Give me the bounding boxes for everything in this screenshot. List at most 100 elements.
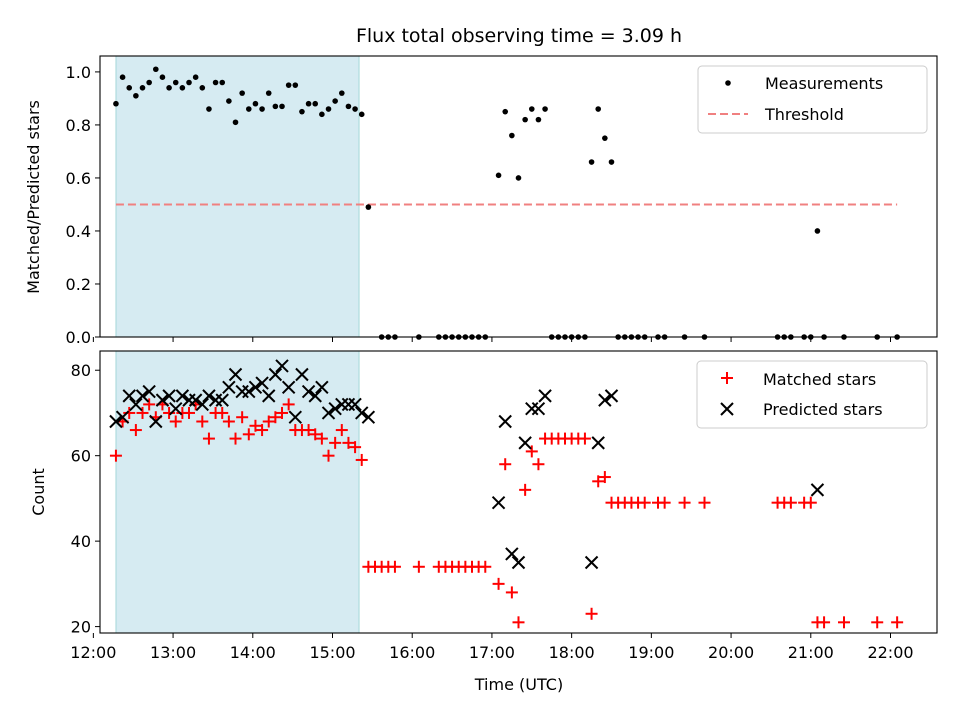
predicted-stars-point <box>162 389 176 403</box>
measurement-point <box>199 85 206 91</box>
predicted-stars-point <box>155 393 170 407</box>
matched-stars-point <box>249 419 262 432</box>
x-tick-label: 19:00 <box>628 643 674 662</box>
matched-stars-point <box>282 398 295 411</box>
matched-stars-point <box>129 424 142 437</box>
measurement-point <box>279 103 285 110</box>
x-tick-label: 18:00 <box>549 643 595 662</box>
measurement-point <box>608 159 615 165</box>
predicted-stars-point <box>188 393 203 407</box>
predicted-stars-point <box>195 397 210 412</box>
matched-stars-point <box>222 415 235 428</box>
predicted-stars-point <box>115 410 130 424</box>
predicted-stars-point <box>355 406 369 420</box>
bot-y-tick-label: 60 <box>71 447 91 466</box>
predicted-stars-point <box>268 367 283 382</box>
matched-stars-point <box>585 607 598 620</box>
matched-stars-point <box>216 406 229 419</box>
measurement-point <box>246 106 252 112</box>
matched-stars-point <box>242 428 255 441</box>
measurement-point <box>212 79 219 86</box>
predicted-stars-point <box>122 389 136 403</box>
matched-stars-point <box>123 406 136 419</box>
measurement-point <box>186 79 192 86</box>
legend-marker-matched-stars <box>721 372 733 384</box>
matched-stars-point <box>136 406 149 419</box>
matched-stars-point <box>329 436 342 449</box>
bot-y-tick-label: 80 <box>71 361 91 380</box>
matched-stars-point <box>678 496 691 509</box>
predicted-stars-point <box>281 380 296 395</box>
bot-y-tick-label: 20 <box>71 618 91 637</box>
legend-marker-predicted-stars <box>720 402 734 416</box>
x-tick-label: 14:00 <box>230 643 276 662</box>
measurement-point <box>226 98 232 104</box>
measurement-point <box>285 82 292 88</box>
matched-stars-point <box>302 424 315 437</box>
measurement-point <box>299 108 305 115</box>
measurement-point <box>528 106 535 112</box>
measurement-point <box>358 111 365 118</box>
matched-stars-point <box>638 496 651 509</box>
predicted-stars-point <box>361 410 376 424</box>
matched-stars-point <box>658 496 671 509</box>
measurement-point <box>339 90 345 96</box>
x-tick-label: 21:00 <box>788 643 834 662</box>
x-tick-label: 12:00 <box>70 643 116 662</box>
x-tick-label: 13:00 <box>150 643 196 662</box>
predicted-stars-point <box>242 384 256 399</box>
matched-stars-point <box>838 616 850 629</box>
predicted-stars-point <box>222 380 236 395</box>
measurement-point <box>345 103 352 110</box>
predicted-stars-point <box>149 414 163 429</box>
predicted-stars-point <box>591 436 605 450</box>
x-tick-label: 20:00 <box>708 643 754 662</box>
matched-stars-point <box>269 411 282 424</box>
measurement-point <box>159 74 166 81</box>
predicted-stars-point <box>215 393 229 407</box>
measurement-point <box>515 175 522 181</box>
predicted-stars-point <box>348 397 362 412</box>
matched-stars-point <box>388 560 401 573</box>
top-y-tick-label: 0.0 <box>66 328 91 347</box>
bottom-legend-frame <box>696 360 928 429</box>
measurement-point <box>153 66 159 73</box>
predicted-stars-point <box>175 389 190 403</box>
legend-label-measurements: Measurements <box>765 74 883 93</box>
bot-y-tick-label: 40 <box>71 532 91 551</box>
predicted-stars-point <box>262 389 276 403</box>
matched-stars-point <box>109 449 122 462</box>
matched-stars-point <box>818 616 831 629</box>
matched-stars-point <box>262 415 275 428</box>
matched-stars-point <box>236 411 249 424</box>
measurement-point <box>542 106 548 112</box>
measurement-point <box>602 135 608 141</box>
matched-stars-point <box>784 496 797 509</box>
chart-title: Flux total observing time = 3.09 h <box>356 25 682 47</box>
predicted-stars-point <box>525 401 539 416</box>
top-y-tick-label: 0.8 <box>66 116 91 135</box>
matched-stars-point <box>196 415 209 428</box>
bottom-panel-shaded-interval <box>115 350 360 634</box>
predicted-stars-point <box>202 389 216 403</box>
measurement-point <box>252 100 259 107</box>
measurement-point <box>319 111 325 118</box>
x-tick-label: 22:00 <box>867 643 913 662</box>
matched-stars-point <box>499 458 512 471</box>
bottom-panel-frame <box>99 350 938 634</box>
bottom-y-axis-label: Count <box>29 468 48 516</box>
predicted-stars-point <box>169 401 183 416</box>
bottom-panel: 12:00 13:00 14:00 15:00 16:00 17:00 18:00 19:00… <box>29 350 938 694</box>
measurement-point <box>325 106 332 112</box>
matched-stars-point <box>698 496 711 509</box>
measurement-point <box>535 116 542 123</box>
measurement-point <box>502 108 509 115</box>
matched-stars-point <box>532 458 545 471</box>
matched-stars-point <box>592 475 605 488</box>
predicted-stars-point <box>142 384 156 399</box>
measurement-point <box>292 82 299 88</box>
matched-stars-point <box>505 586 518 599</box>
matched-stars-point <box>349 441 362 454</box>
predicted-stars-point <box>228 367 243 382</box>
